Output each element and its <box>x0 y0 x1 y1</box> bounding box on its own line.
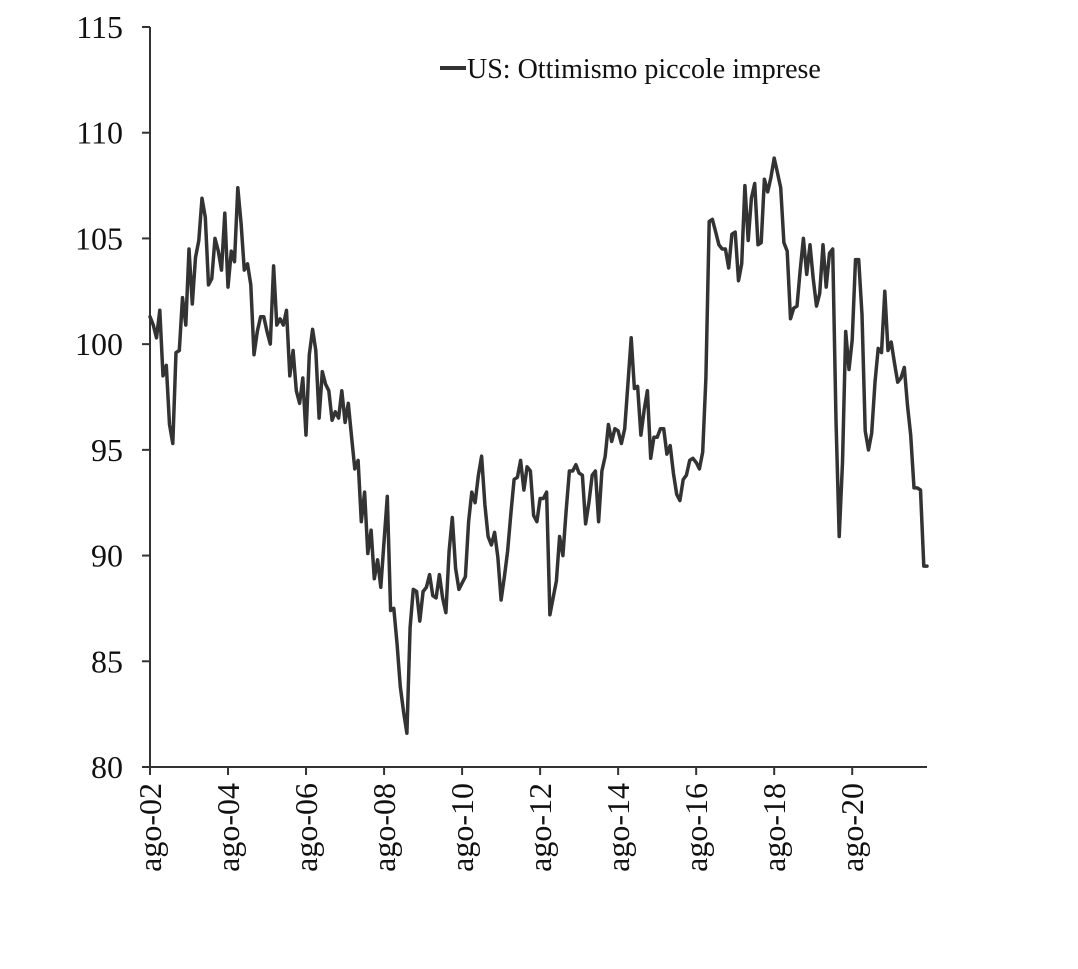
x-tick-label: ago-04 <box>210 783 246 872</box>
x-tick-label: ago-02 <box>132 783 168 872</box>
x-tick-label: ago-16 <box>678 783 714 872</box>
y-tick-label: 115 <box>76 9 123 45</box>
x-tick-label: ago-18 <box>756 783 792 872</box>
series-group <box>148 156 929 735</box>
y-tick-label: 100 <box>75 326 123 362</box>
x-tick-label: ago-10 <box>444 783 480 872</box>
x-tick-label: ago-06 <box>288 783 324 872</box>
y-tick-label: 90 <box>91 538 123 574</box>
legend: US: Ottimismo piccole imprese <box>440 54 821 85</box>
y-axis: 80 85 90 95 100 105 110 115 <box>75 9 151 785</box>
y-tick-label: 105 <box>75 220 123 256</box>
y-tick-label: 95 <box>91 432 123 468</box>
y-tick-label: 85 <box>91 643 123 679</box>
x-tick-label: ago-08 <box>366 783 402 872</box>
x-tick-label: ago-20 <box>834 783 870 872</box>
x-tick-label: ago-12 <box>522 783 558 872</box>
series-line <box>148 156 929 735</box>
y-tick-label: 80 <box>91 749 123 785</box>
legend-label: US: Ottimismo piccole imprese <box>467 54 821 85</box>
x-tick-label: ago-14 <box>600 783 636 872</box>
x-axis: ago-02 ago-04 ago-06 ago-08 ago-10 ago-12 ago-… <box>132 766 927 872</box>
y-tick-label: 110 <box>76 115 123 151</box>
